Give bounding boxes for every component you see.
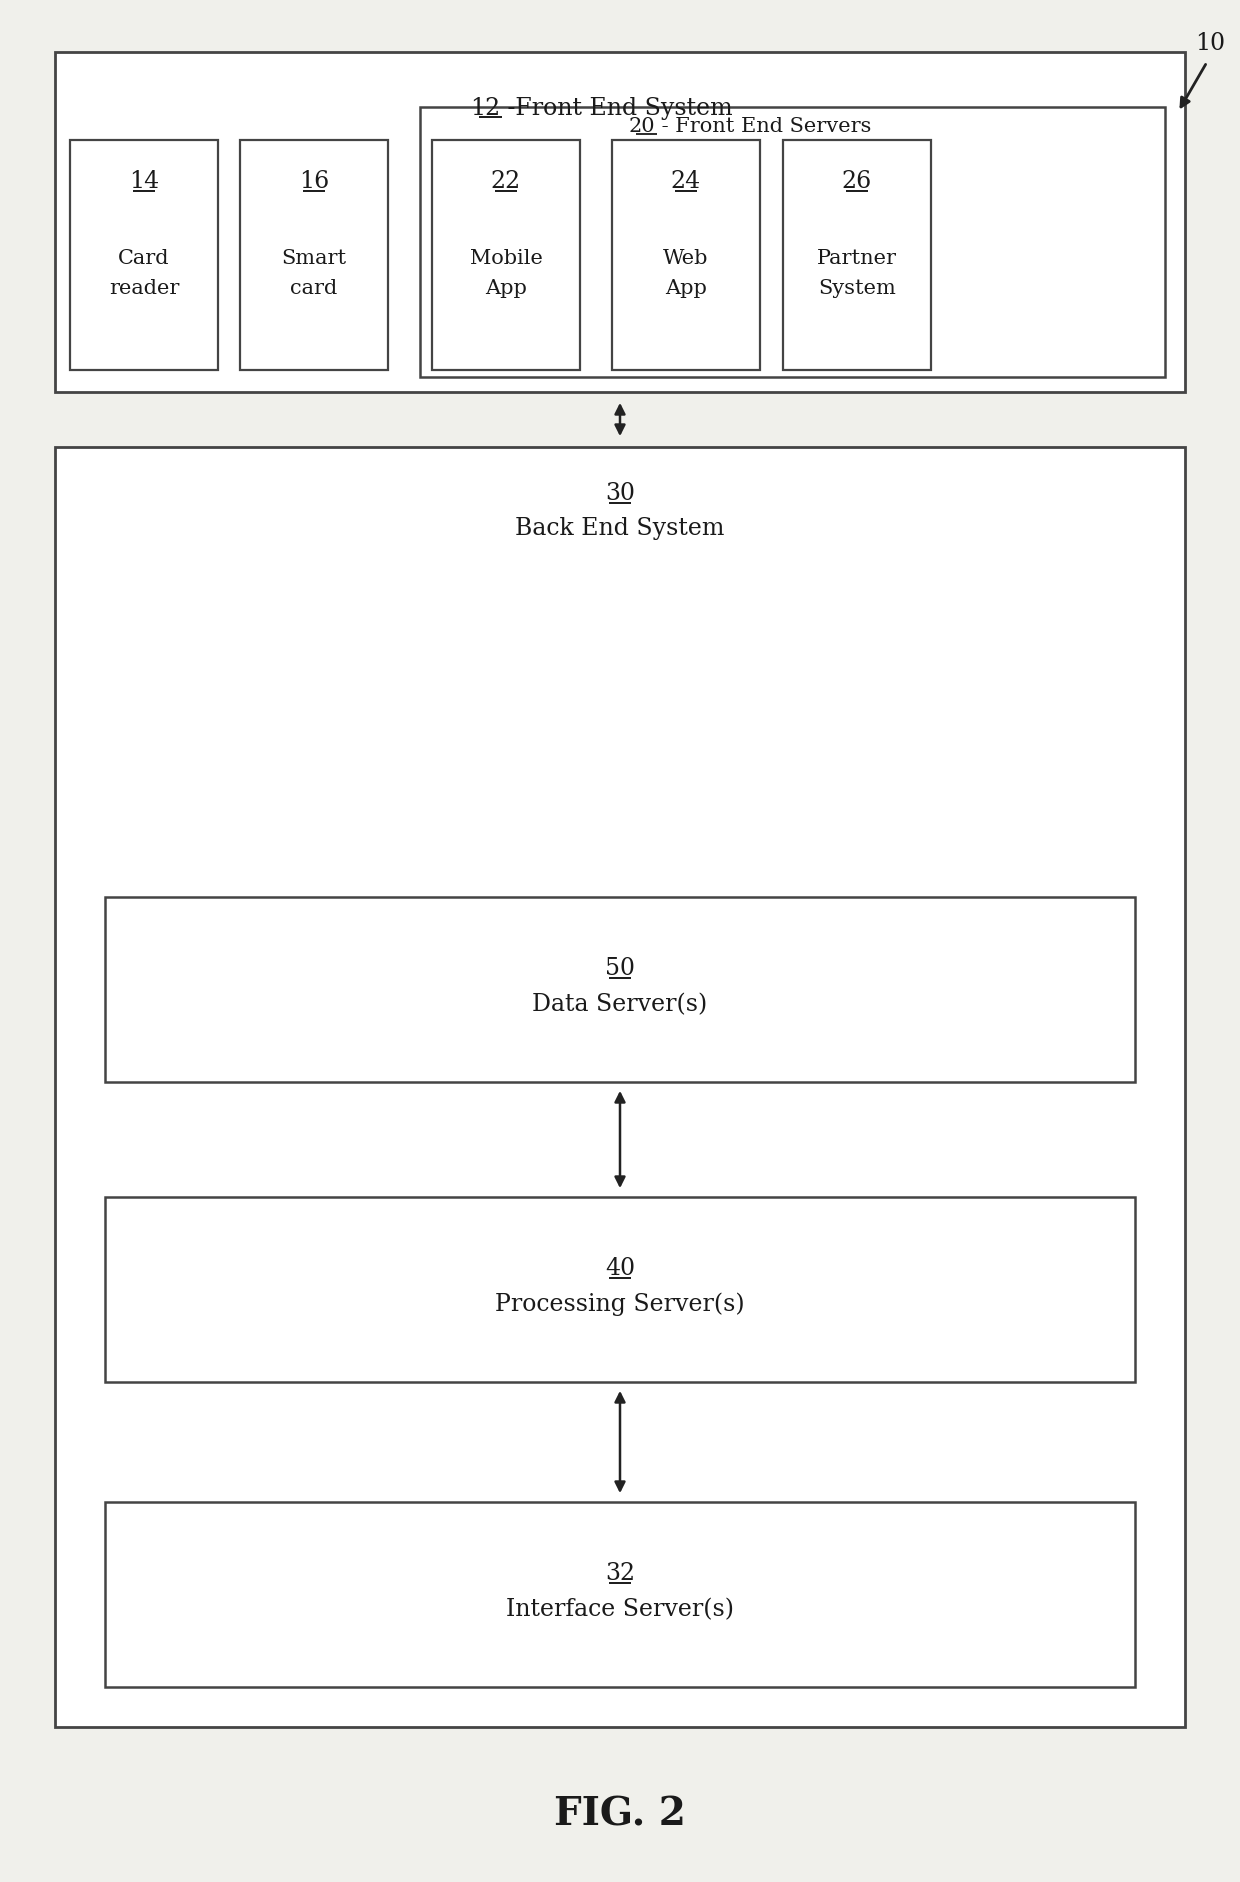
Bar bbox=[105, 1502, 1135, 1686]
Text: 40: 40 bbox=[605, 1257, 635, 1280]
Text: - Front End Servers: - Front End Servers bbox=[655, 117, 872, 136]
Bar bbox=[432, 141, 580, 371]
Text: card: card bbox=[290, 279, 337, 297]
Bar bbox=[69, 141, 218, 371]
Bar bbox=[105, 898, 1135, 1082]
Text: FIG. 2: FIG. 2 bbox=[554, 1795, 686, 1833]
Text: Partner: Partner bbox=[817, 248, 897, 267]
Text: -Front End System: -Front End System bbox=[500, 96, 733, 119]
Bar bbox=[105, 1197, 1135, 1381]
Text: Interface Server(s): Interface Server(s) bbox=[506, 1598, 734, 1620]
Bar bbox=[241, 141, 388, 371]
Text: Web: Web bbox=[663, 248, 709, 267]
Text: 22: 22 bbox=[491, 169, 521, 192]
Text: Smart: Smart bbox=[281, 248, 346, 267]
Text: 10: 10 bbox=[1195, 32, 1225, 55]
Text: App: App bbox=[665, 279, 707, 297]
Text: System: System bbox=[818, 279, 897, 297]
Text: 24: 24 bbox=[671, 169, 701, 192]
Text: Data Server(s): Data Server(s) bbox=[532, 992, 708, 1016]
Text: Card: Card bbox=[118, 248, 170, 267]
Bar bbox=[613, 141, 760, 371]
Text: Mobile: Mobile bbox=[470, 248, 542, 267]
Text: 16: 16 bbox=[299, 169, 329, 192]
Text: 14: 14 bbox=[129, 169, 159, 192]
Bar bbox=[782, 141, 931, 371]
Text: reader: reader bbox=[109, 279, 180, 297]
Text: 50: 50 bbox=[605, 956, 635, 979]
Text: 32: 32 bbox=[605, 1562, 635, 1585]
Text: 20: 20 bbox=[629, 117, 655, 136]
Text: 30: 30 bbox=[605, 482, 635, 504]
Text: 12: 12 bbox=[470, 96, 500, 119]
Text: App: App bbox=[485, 279, 527, 297]
Text: Back End System: Back End System bbox=[516, 516, 724, 540]
Text: 26: 26 bbox=[842, 169, 872, 192]
Bar bbox=[55, 53, 1185, 393]
Text: Processing Server(s): Processing Server(s) bbox=[495, 1293, 745, 1316]
Bar bbox=[420, 107, 1166, 378]
Bar bbox=[55, 448, 1185, 1728]
